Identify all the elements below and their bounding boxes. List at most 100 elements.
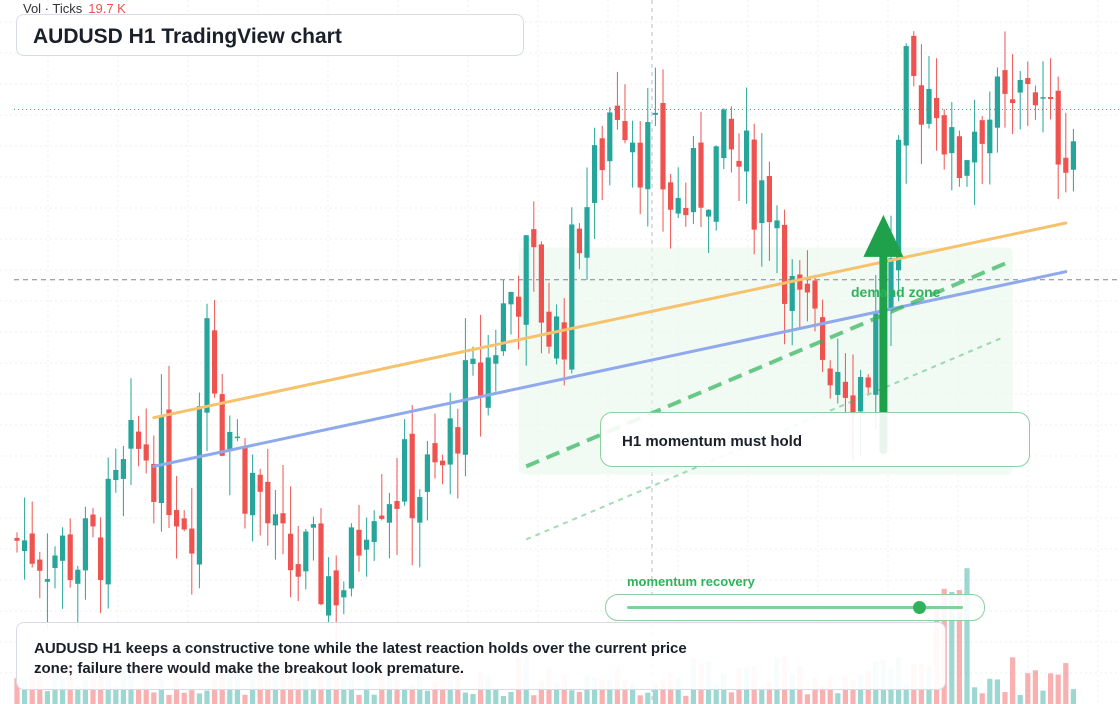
candle-body	[584, 207, 590, 258]
candle-body	[987, 119, 993, 154]
volume-bar	[1002, 692, 1008, 704]
candle-body	[234, 436, 240, 439]
candle-body	[128, 420, 134, 449]
candle-body	[744, 130, 750, 172]
volume-bar	[1010, 657, 1016, 704]
candle-body	[850, 395, 856, 415]
candle-body	[470, 358, 476, 364]
candle-body	[713, 146, 719, 222]
candle-body	[652, 112, 658, 115]
candle-body	[645, 122, 651, 190]
candle-body	[356, 529, 362, 556]
candle-body	[546, 311, 552, 347]
volume-bar	[759, 686, 765, 704]
demand-zone-label: demand zone	[851, 284, 941, 300]
candle-body	[812, 280, 818, 309]
candle-body	[607, 112, 613, 162]
candle-body	[1017, 79, 1023, 93]
candle-body	[37, 559, 43, 571]
candle-body	[554, 316, 560, 359]
candle-body	[493, 355, 499, 364]
candle-body	[394, 501, 400, 509]
momentum-slider-track[interactable]	[627, 606, 963, 609]
volume-bar	[310, 689, 316, 704]
volume-bar	[14, 678, 20, 704]
volume-bar	[592, 677, 598, 704]
candle-body	[303, 531, 309, 572]
candle-body	[136, 431, 142, 449]
momentum-note: H1 momentum must hold	[622, 433, 803, 450]
candle-body	[842, 381, 848, 398]
volume-bar	[652, 683, 658, 704]
volume-bar	[683, 695, 689, 704]
candle-body	[1032, 92, 1038, 106]
candle-body	[341, 590, 347, 598]
candle-body	[212, 330, 218, 394]
candle-body	[196, 406, 202, 565]
candle-body	[265, 481, 271, 524]
candle-body	[675, 197, 681, 214]
momentum-slider-knob[interactable]	[913, 601, 927, 614]
volume-bar	[1063, 663, 1069, 704]
volume-bar	[37, 676, 43, 704]
candle-body	[956, 136, 962, 179]
candle-body	[637, 142, 643, 188]
candle-body	[105, 478, 111, 585]
volume-bar	[348, 676, 354, 704]
candle-body	[462, 360, 468, 455]
volume-bar	[90, 677, 96, 704]
candle-body	[804, 283, 810, 293]
candle-body	[402, 439, 408, 502]
volume-bar	[166, 695, 172, 704]
volume-bar	[1048, 673, 1054, 704]
candle-body	[158, 416, 164, 504]
volume-bar	[508, 692, 514, 704]
candle-body	[835, 371, 841, 395]
volume-bar	[181, 692, 187, 704]
candle-body	[683, 207, 689, 216]
candle-body	[52, 555, 58, 568]
candle-body	[242, 447, 248, 514]
candle-body	[82, 518, 88, 571]
volume-bar	[569, 690, 575, 704]
candle-body	[698, 142, 704, 208]
volume-bar	[60, 678, 66, 704]
candle-body	[386, 504, 392, 523]
candle-body	[858, 377, 864, 412]
analysis-caption-box: AUDUSD H1 keeps a constructive tone whil…	[16, 622, 946, 690]
candle-body	[569, 224, 575, 370]
volume-bar	[1017, 695, 1023, 704]
candle-body	[333, 570, 339, 606]
candle-body	[896, 139, 902, 271]
candle-body	[972, 131, 978, 163]
candle-body	[364, 539, 370, 550]
candle-body	[348, 527, 354, 589]
candle-body	[1048, 97, 1054, 100]
volume-bar	[432, 682, 438, 704]
candle-body	[994, 76, 1000, 128]
chart-title-box: AUDUSD H1 TradingView chart	[16, 14, 524, 56]
candle-body	[865, 377, 871, 388]
volume-bar	[1025, 673, 1031, 704]
candle-body	[189, 528, 195, 554]
volume-bar	[987, 678, 993, 704]
candles	[14, 31, 1076, 650]
candle-body	[257, 474, 263, 492]
volume-bar	[356, 694, 362, 704]
volume-bar	[447, 680, 453, 704]
analysis-caption: AUDUSD H1 keeps a constructive tone whil…	[34, 640, 687, 677]
volume-bar	[493, 687, 499, 704]
candle-body	[721, 109, 727, 159]
candle-body	[668, 182, 674, 210]
candle-body	[751, 139, 757, 230]
volume-bar	[554, 682, 560, 704]
momentum-slider[interactable]	[605, 594, 985, 621]
candle-body	[60, 535, 66, 561]
candle-body	[759, 180, 765, 224]
candle-body	[280, 513, 286, 524]
candle-body	[690, 147, 696, 213]
volume-bar	[1040, 690, 1046, 704]
candle-body	[219, 394, 225, 456]
volume-bar	[622, 680, 628, 704]
candle-body	[272, 514, 278, 526]
